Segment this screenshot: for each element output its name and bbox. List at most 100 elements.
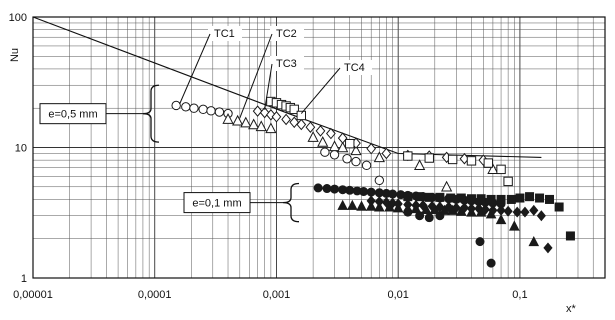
series-6-point bbox=[528, 235, 540, 247]
tc1-point bbox=[206, 106, 216, 116]
series-7-point bbox=[543, 242, 553, 254]
label-e01: e=0,1 mm bbox=[192, 198, 241, 210]
series-7-point bbox=[512, 206, 522, 218]
series-8-point bbox=[415, 192, 425, 202]
series-7-point bbox=[488, 204, 498, 216]
tc2-point bbox=[232, 114, 244, 126]
tc3-point bbox=[252, 105, 263, 117]
series-7-point bbox=[418, 199, 428, 211]
series-7-point bbox=[474, 203, 484, 215]
tc1-point bbox=[320, 147, 330, 157]
y-tick-label: 1 bbox=[21, 273, 27, 285]
series-8-point bbox=[565, 231, 575, 241]
tc2-point bbox=[317, 136, 329, 147]
tc-label: TC4 bbox=[344, 62, 365, 74]
series-6-point bbox=[495, 213, 507, 225]
tc1-point bbox=[171, 100, 181, 111]
tc4-point bbox=[296, 110, 307, 121]
tc1-point bbox=[214, 107, 225, 117]
tc2-point bbox=[487, 163, 499, 175]
series-7-point bbox=[451, 202, 461, 214]
tc3-point bbox=[289, 116, 300, 129]
tc3-point bbox=[337, 132, 348, 144]
series-8-point bbox=[554, 202, 564, 212]
series-7-point bbox=[366, 195, 376, 207]
x-tick-label: 0,01 bbox=[387, 289, 408, 301]
series-8-point bbox=[476, 194, 486, 204]
series-8-point bbox=[424, 192, 434, 202]
tc3-point bbox=[296, 118, 307, 131]
series-5-point bbox=[486, 258, 496, 268]
tc2-point bbox=[255, 120, 267, 132]
series-6-point bbox=[347, 199, 358, 210]
x-tick-label: 0,00001 bbox=[13, 289, 53, 301]
series-8-point bbox=[506, 194, 516, 204]
tc4-point bbox=[503, 176, 513, 187]
tick-labels: 0,00001 0,0001 0,001 0,01 0,1 1 10 100 bbox=[9, 12, 528, 301]
tc2-point bbox=[222, 113, 234, 124]
series-7-point bbox=[496, 204, 506, 216]
data-points bbox=[171, 96, 575, 268]
series-5-point bbox=[313, 183, 323, 193]
tc2-point bbox=[373, 151, 385, 163]
tc2-point bbox=[240, 116, 252, 128]
tc-label: TC1 bbox=[214, 28, 235, 40]
series-8-point bbox=[456, 193, 466, 203]
series-8-point bbox=[466, 194, 476, 204]
tc2-point bbox=[248, 118, 260, 130]
series-7-point bbox=[529, 204, 539, 216]
tc3-point bbox=[315, 125, 326, 137]
series-5-point bbox=[475, 237, 485, 247]
tc-label-bg bbox=[270, 26, 304, 41]
series-5-point bbox=[366, 187, 376, 197]
y-axis-label: Nu bbox=[9, 48, 21, 62]
series-8-point bbox=[435, 192, 445, 202]
tc4-point bbox=[483, 158, 494, 168]
tc2-point bbox=[350, 144, 362, 156]
tc4-point bbox=[447, 154, 458, 165]
annotations: e=0,5 mm e=0,1 mm TC1 TC2 TC3 TC4 bbox=[39, 26, 372, 223]
tc4-point bbox=[403, 151, 413, 161]
series-7-point bbox=[466, 203, 477, 215]
series-8-point bbox=[525, 192, 535, 202]
reference-line bbox=[32, 16, 542, 158]
series-5-point bbox=[359, 187, 369, 197]
label-e05: e=0,5 mm bbox=[48, 109, 97, 121]
tc-leader-line bbox=[179, 33, 211, 105]
tc2-point bbox=[413, 159, 426, 171]
tc1-point bbox=[351, 156, 361, 167]
series-7-point bbox=[503, 205, 513, 217]
series-7-point bbox=[536, 210, 546, 222]
tc4-point bbox=[496, 164, 506, 175]
series-8-point bbox=[496, 194, 506, 204]
tc1-point bbox=[342, 154, 352, 164]
tc-label-bg bbox=[208, 26, 242, 41]
series-8-point bbox=[403, 192, 413, 202]
tc4-point bbox=[466, 156, 477, 166]
tc2-point bbox=[265, 122, 277, 134]
series-6-point bbox=[509, 220, 520, 231]
series-7-point bbox=[381, 196, 391, 208]
tc1-point bbox=[374, 175, 385, 186]
series-6-point bbox=[337, 199, 348, 210]
series-7-point bbox=[520, 206, 530, 218]
series-7-point bbox=[459, 202, 470, 214]
series-7-point bbox=[411, 199, 421, 211]
series-5-point bbox=[388, 189, 398, 199]
series-7-point bbox=[403, 199, 413, 211]
series-5-point bbox=[322, 184, 332, 194]
series-7-point bbox=[435, 201, 445, 213]
series-8-point bbox=[515, 193, 525, 203]
tc2-point bbox=[441, 180, 453, 192]
x-axis-label: x* bbox=[566, 303, 577, 315]
tc3-point bbox=[281, 113, 291, 126]
tc3-point bbox=[271, 110, 282, 123]
series-7-point bbox=[480, 204, 490, 215]
tc-leader-line bbox=[264, 63, 273, 110]
tc3-point bbox=[366, 142, 377, 155]
tc-label: TC2 bbox=[276, 28, 297, 40]
series-8-point bbox=[535, 193, 545, 203]
x-tick-label: 0,001 bbox=[263, 289, 291, 301]
